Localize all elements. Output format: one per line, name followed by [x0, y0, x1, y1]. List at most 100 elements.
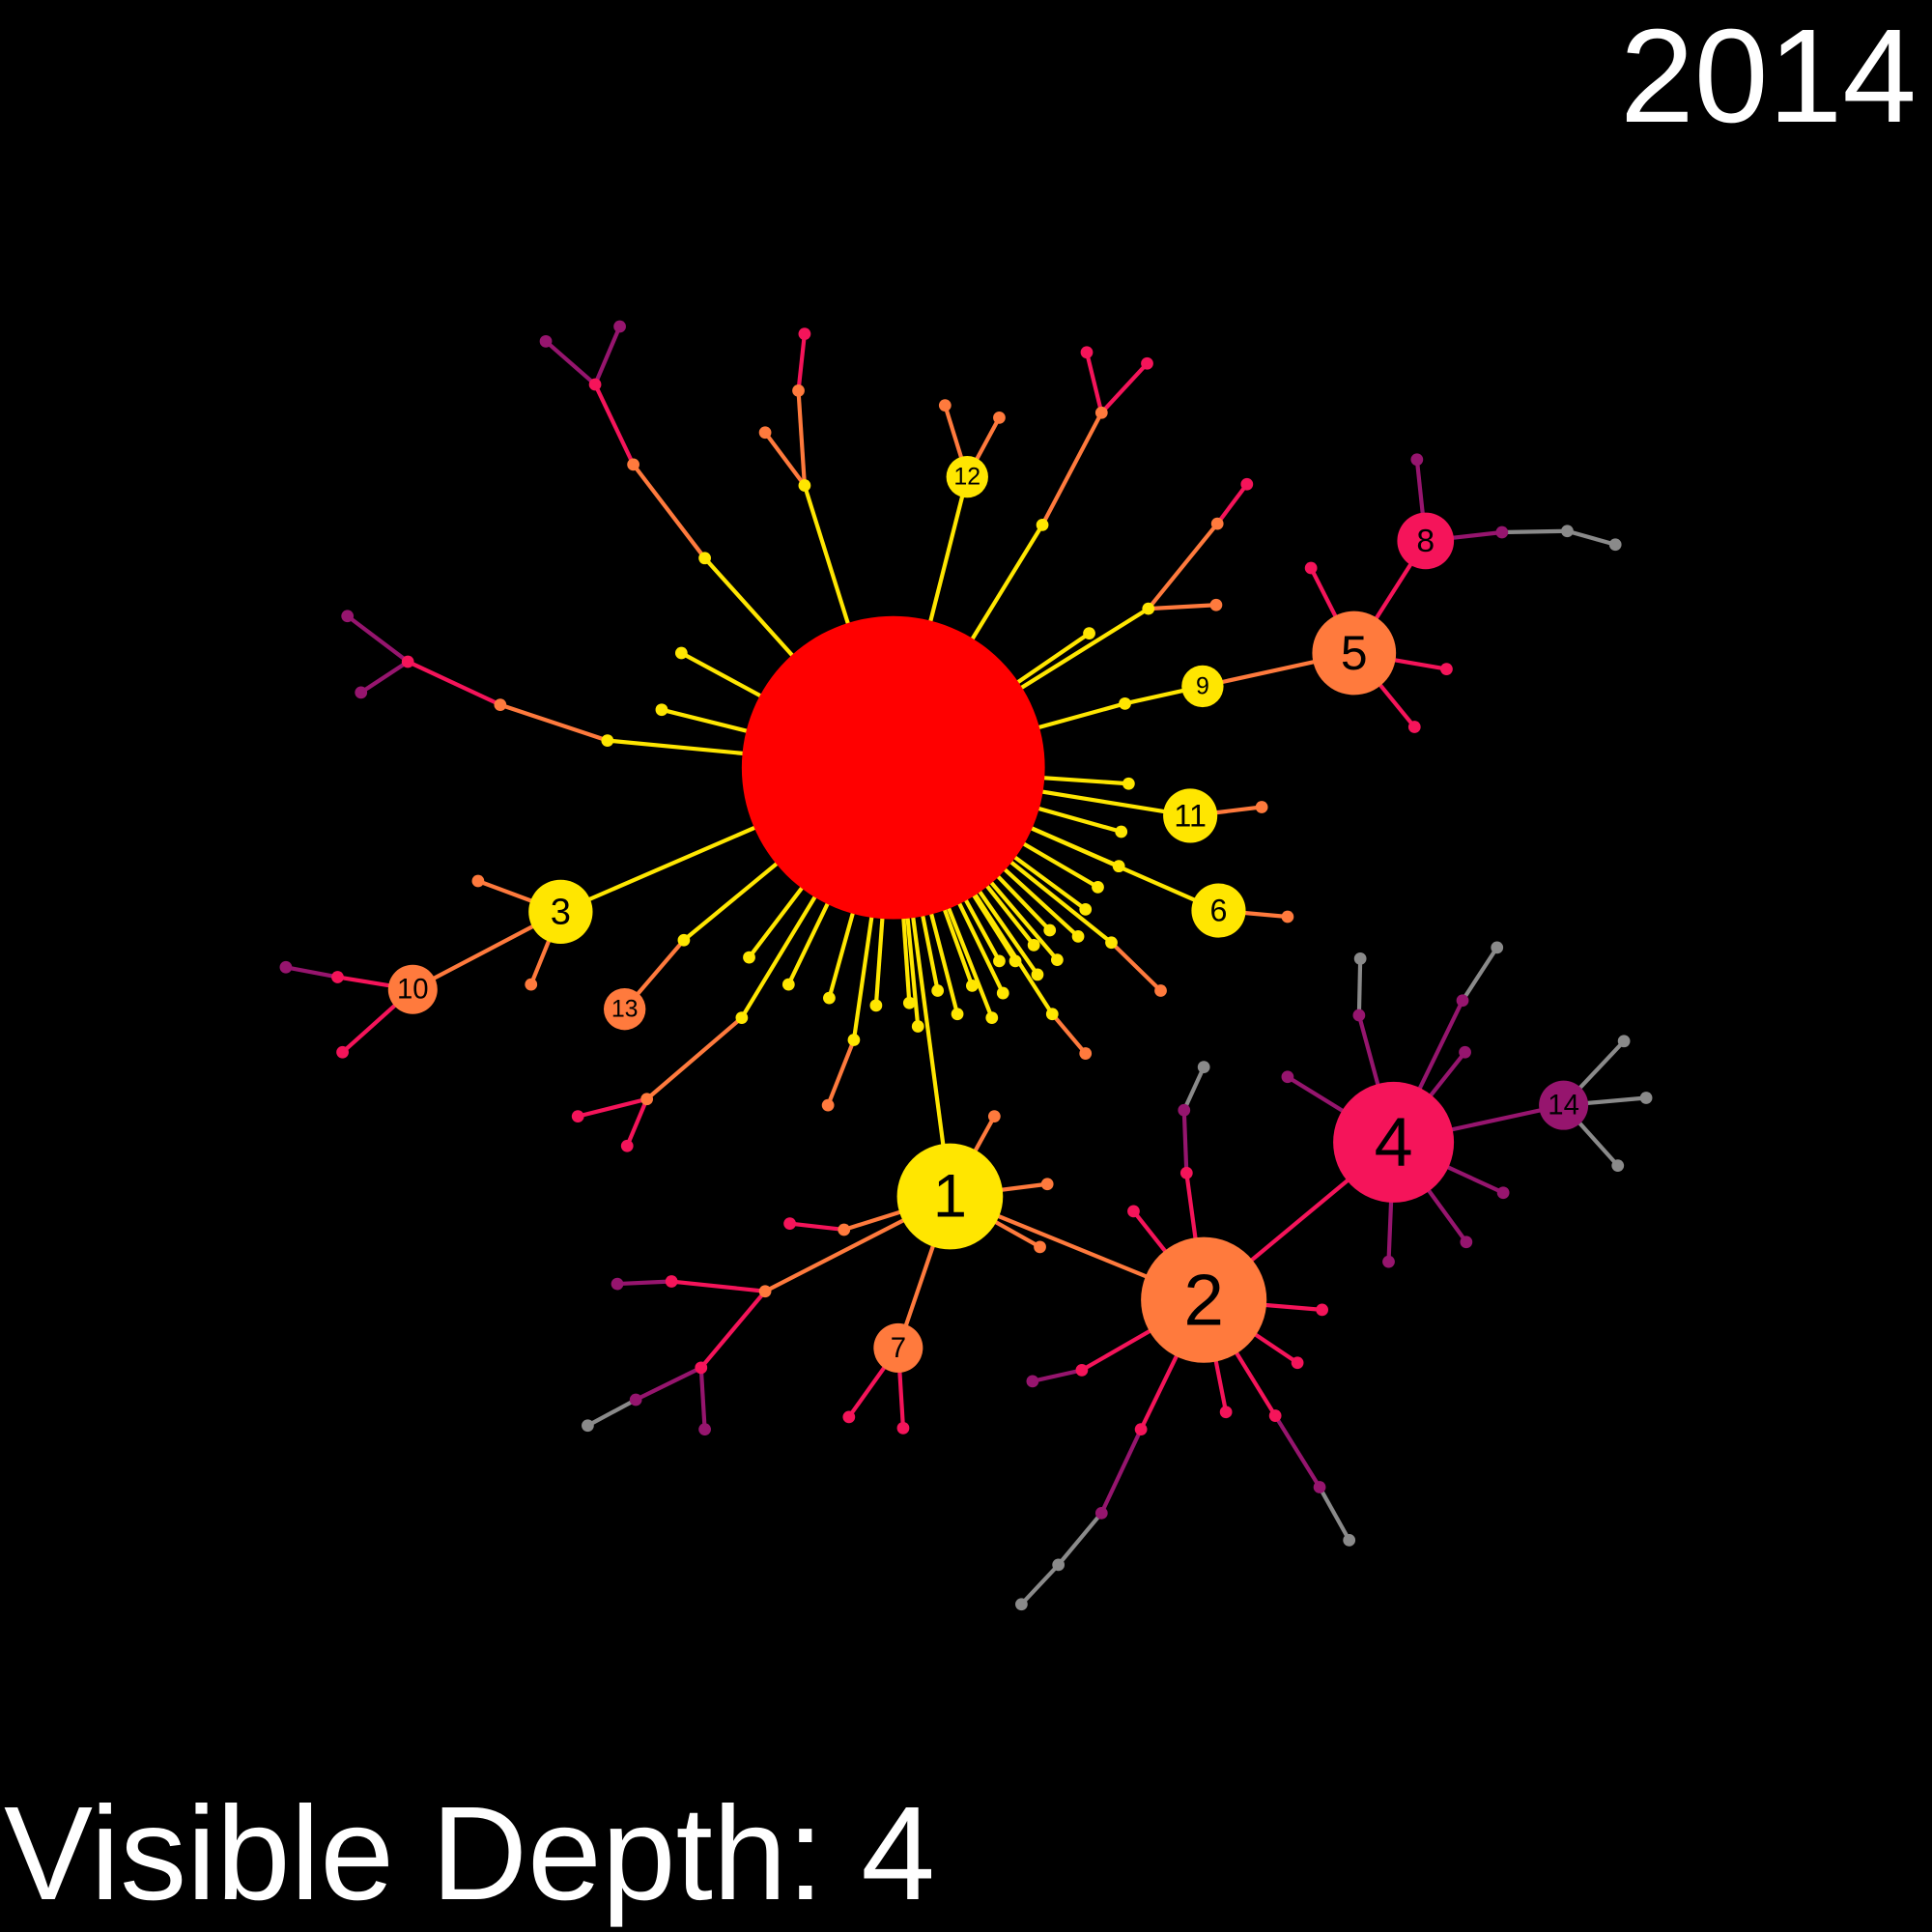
leaf-node: [1092, 880, 1104, 894]
leaf-node: [1080, 346, 1094, 359]
leaf-node: [640, 1093, 654, 1106]
leaf-node: [1134, 1423, 1148, 1435]
leaf-node: [1142, 602, 1155, 615]
year-label: 2014: [1620, 2, 1917, 151]
tree-edge: [1181, 1065, 1207, 1112]
leaf-node: [1491, 941, 1504, 954]
leaf-node: [629, 1393, 642, 1406]
leaf-node: [993, 954, 1006, 968]
tree-edge: [1147, 522, 1219, 611]
leaf-node: [987, 1110, 1001, 1122]
tree-edge: [544, 339, 597, 386]
node-7: [873, 1322, 923, 1373]
leaf-node: [1495, 526, 1509, 539]
tree-edge: [1273, 1414, 1321, 1489]
leaf-node: [1611, 1159, 1625, 1173]
leaf-node: [1094, 406, 1108, 419]
leaf-node: [1079, 1047, 1093, 1060]
leaf-node: [1115, 825, 1128, 838]
node-label: 5: [1341, 626, 1368, 680]
tree-edge: [1461, 946, 1499, 1002]
leaf-node: [1352, 1009, 1366, 1022]
leaf-node: [341, 610, 355, 623]
leaf-node: [1440, 663, 1453, 675]
leaf-node: [655, 703, 668, 717]
tree-edge: [1356, 958, 1363, 1016]
tree-edge: [499, 702, 609, 743]
tree-edge: [1084, 352, 1104, 413]
tree-edge: [1318, 1486, 1351, 1542]
leaf-node: [996, 986, 1009, 1000]
node-label: 12: [953, 464, 980, 491]
leaf-node: [1343, 1534, 1356, 1547]
leaf-node: [931, 984, 945, 997]
leaf-node: [1036, 518, 1049, 531]
node-label: 7: [891, 1332, 906, 1364]
leaf-node: [1382, 1255, 1395, 1268]
leaf-node: [355, 686, 368, 699]
tree-edge: [1032, 1368, 1083, 1383]
node-label: 3: [551, 891, 571, 932]
leaf-node: [1051, 953, 1064, 966]
leaf-node: [842, 1410, 856, 1424]
tree-edge: [789, 1221, 844, 1233]
node-label: 4: [1375, 1103, 1413, 1180]
tree-edge: [346, 614, 410, 664]
node-9: [1181, 665, 1224, 708]
leaf-node: [627, 458, 639, 471]
tree-edge: [826, 1038, 856, 1106]
leaf-node: [331, 971, 344, 983]
tree-edge: [616, 1279, 672, 1287]
node-14: [1539, 1080, 1589, 1130]
node-label: 8: [1416, 523, 1435, 559]
leaf-node: [1127, 1205, 1140, 1218]
leaf-node: [279, 960, 293, 974]
leaf-node: [677, 933, 691, 947]
leaf-node: [674, 646, 688, 660]
leaf-node: [1460, 1236, 1473, 1249]
leaf-node: [1353, 952, 1367, 965]
leaf-node: [1179, 1166, 1193, 1179]
leaf-node: [620, 1139, 634, 1152]
node-8: [1397, 512, 1455, 570]
node-1: [896, 1143, 1004, 1250]
leaf-node: [611, 1277, 624, 1291]
leaf-node: [525, 978, 538, 991]
leaf-node: [1291, 1356, 1304, 1370]
leaf-node: [798, 479, 811, 492]
leaf-node: [1313, 1481, 1326, 1493]
leaf-node: [911, 1020, 924, 1033]
leaf-node: [1027, 938, 1040, 952]
tree-edge: [1181, 1110, 1189, 1174]
tree-edge: [635, 1365, 702, 1402]
visible-depth-label: Visible Depth: 4: [4, 1779, 936, 1928]
node-label: 13: [611, 996, 639, 1023]
node-label: 2: [1183, 1260, 1224, 1341]
node-4: [1333, 1081, 1455, 1203]
leaf-node: [1240, 477, 1254, 491]
leaf-node: [1639, 1092, 1653, 1104]
leaf-node: [1197, 1061, 1210, 1073]
tree-edge: [763, 431, 807, 487]
leaf-node: [821, 1098, 835, 1112]
tree-edge: [593, 326, 622, 385]
node-label: 1: [933, 1163, 967, 1231]
node-10: [387, 964, 438, 1014]
tree-edge: [1110, 941, 1162, 993]
leaf-node: [1141, 356, 1153, 370]
leaf-node: [951, 1008, 964, 1021]
leaf-node: [869, 999, 883, 1012]
leaf-node: [471, 874, 485, 888]
leaf-node: [1009, 954, 1022, 968]
node-5: [1312, 611, 1397, 696]
leaf-node: [601, 734, 614, 747]
leaf-node: [1281, 1070, 1294, 1084]
node-label: 9: [1196, 672, 1209, 699]
leaf-node: [1304, 561, 1318, 575]
tree-edge: [586, 1398, 638, 1428]
leaf-node: [582, 1419, 594, 1433]
leaf-node: [902, 996, 916, 1009]
leaf-node: [494, 698, 507, 711]
